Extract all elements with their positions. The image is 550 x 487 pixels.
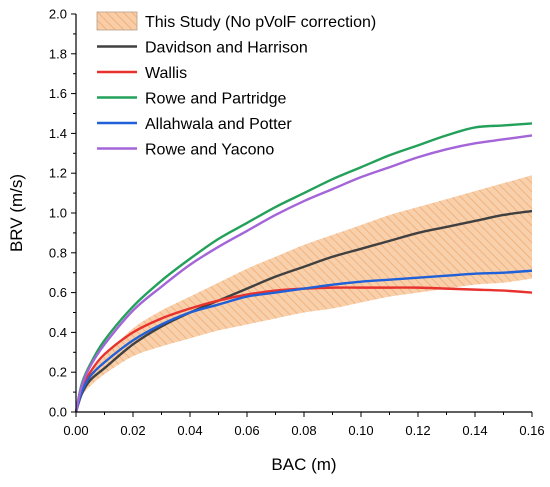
- x-tick-label: 0.04: [177, 423, 202, 438]
- legend-swatch-band: [96, 11, 138, 31]
- y-tick-label: 0.8: [49, 245, 67, 260]
- y-tick-label: 1.4: [49, 126, 67, 141]
- plot-area: [74, 122, 533, 413]
- legend-label-0: Davidson and Harrison: [145, 40, 308, 57]
- y-tick-label: 1.8: [49, 46, 67, 61]
- axes: 0.00 0.02 0.04 0.06 0.08 0.10 0.12 0.14 0.16 0.0 0…: [49, 7, 545, 439]
- legend-label-2: Rowe and Partridge: [145, 91, 287, 108]
- series-line-1: [74, 286, 533, 413]
- legend-label-3: Allahwala and Potter: [145, 116, 292, 133]
- y-axis-title: BRV (m/s): [7, 174, 26, 252]
- legend-label-band: This Study (No pVolF correction): [145, 14, 376, 31]
- x-tick-label: 0.14: [462, 423, 487, 438]
- y-tick-label: 1.2: [49, 166, 67, 181]
- y-tick-label: 1.6: [49, 86, 67, 101]
- x-tick-label: 0.12: [405, 423, 430, 438]
- x-tick-label: 0.00: [63, 423, 88, 438]
- y-tick-label: 0.4: [49, 325, 67, 340]
- y-tick-label: 2.0: [49, 7, 67, 22]
- x-tick-label: 0.16: [519, 423, 544, 438]
- y-tick-label: 0.2: [49, 365, 67, 380]
- legend: This Study (No pVolF correction) Davidson…: [96, 11, 376, 159]
- x-tick-label: 0.08: [291, 423, 316, 438]
- x-tick-label: 0.02: [120, 423, 145, 438]
- y-tick-label: 0.0: [49, 405, 67, 420]
- x-tick-label: 0.06: [234, 423, 259, 438]
- x-axis-title: BAC (m): [271, 455, 336, 474]
- y-tick-label: 1.0: [49, 206, 67, 221]
- legend-label-4: Rowe and Yacono: [145, 142, 274, 159]
- series-line-4: [74, 134, 533, 413]
- band-this-study: [76, 175, 532, 412]
- series-line-2: [74, 122, 533, 413]
- y-tick-label: 0.6: [49, 285, 67, 300]
- legend-label-1: Wallis: [145, 65, 187, 82]
- series-line-3: [74, 269, 533, 413]
- x-tick-label: 0.10: [348, 423, 373, 438]
- series-line-0: [74, 209, 533, 413]
